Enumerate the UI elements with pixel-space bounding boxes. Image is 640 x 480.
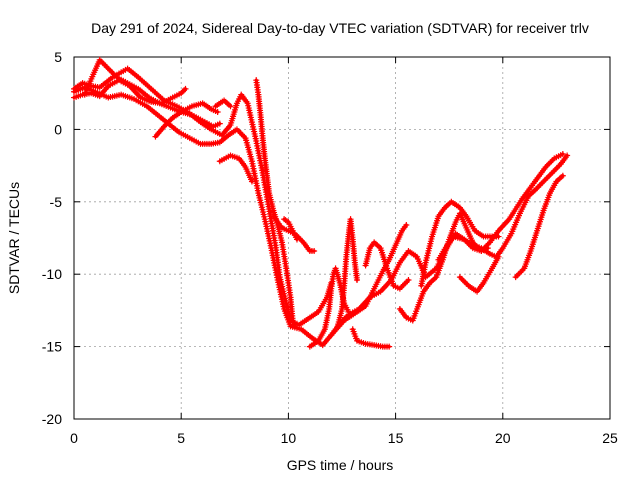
data-series-arc-17	[418, 198, 502, 289]
data-series-arc-2	[71, 84, 566, 349]
data-series-arc-14	[328, 221, 410, 339]
data-series-arc-18	[435, 152, 571, 263]
y-tick-label: -5	[50, 194, 63, 210]
data-point	[495, 233, 502, 240]
data-point	[227, 103, 234, 110]
x-tick-label: 10	[281, 430, 297, 446]
plot-frame	[73, 56, 611, 420]
y-tick-label: -20	[42, 411, 62, 427]
chart-title: Day 291 of 2024, Sidereal Day-to-day VTE…	[91, 20, 589, 36]
data-point	[216, 120, 223, 127]
data-point	[405, 276, 412, 283]
data-series-arc-13	[349, 326, 393, 350]
data-point	[354, 276, 361, 283]
series-line	[72, 85, 565, 347]
data-series-arc-6	[212, 97, 234, 110]
data-point	[293, 236, 300, 243]
data-series-arc-15	[362, 239, 412, 292]
y-tick-label: 0	[54, 121, 62, 137]
data-point	[345, 308, 352, 315]
data-point	[248, 178, 255, 185]
data-point	[495, 253, 502, 260]
data-series-arc-20	[512, 172, 566, 281]
data-point	[291, 323, 298, 330]
data-point	[182, 85, 189, 92]
data-series-arc-10	[281, 216, 300, 243]
data-series-arc-16	[396, 210, 491, 324]
data-series-arc-12	[334, 216, 361, 330]
x-tick-label: 25	[602, 430, 618, 446]
x-axis-title: GPS time / hours	[287, 457, 394, 473]
data-series-arc-7	[216, 152, 255, 185]
data-point	[386, 343, 393, 350]
data-point	[559, 151, 566, 158]
data-point	[311, 248, 318, 255]
data-point	[214, 109, 221, 116]
x-tick-label: 5	[177, 430, 185, 446]
y-tick-label: -10	[42, 266, 62, 282]
x-tick-label: 0	[70, 430, 78, 446]
axis-ticks: 0 5 10 15 20 25 5 0 -5 -10 -15 -20	[42, 49, 618, 446]
y-axis-title: SDTVAR / TECUs	[6, 182, 22, 294]
data-series-arc-19	[456, 253, 502, 295]
x-tick-label: 20	[495, 430, 511, 446]
data-point	[564, 152, 571, 159]
plot-area	[71, 56, 571, 350]
x-tick-label: 15	[388, 430, 404, 446]
data-series-arc-5	[152, 100, 221, 140]
data-point	[559, 172, 566, 179]
series-line	[72, 66, 333, 327]
y-tick-label: 5	[54, 49, 62, 65]
data-point	[403, 221, 410, 228]
y-tick-label: -15	[42, 339, 62, 355]
